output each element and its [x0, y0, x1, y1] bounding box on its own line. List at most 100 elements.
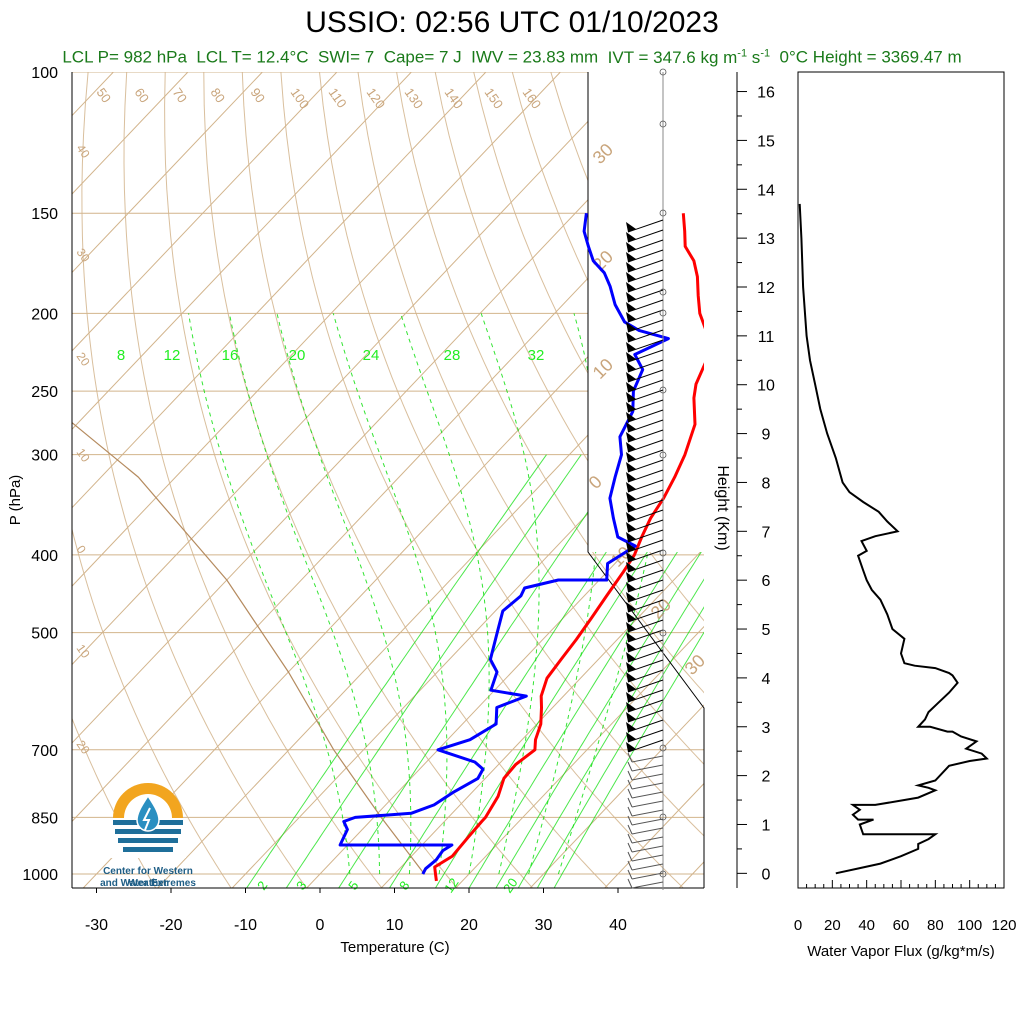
wind-barb	[626, 379, 664, 393]
wind-barb	[626, 359, 664, 373]
wind-barb	[626, 459, 664, 473]
dry-adiabat-line	[81, 72, 308, 888]
isotherm-line	[751, 72, 1024, 891]
dry-adiabat-label: 140	[442, 85, 467, 111]
x-axis-title: Temperature (C)	[340, 939, 449, 956]
temperature-line-label: 20	[74, 350, 93, 369]
mixing-ratio-label: 28	[444, 347, 461, 364]
isotherm-line	[72, 72, 487, 509]
height-tick-label: 7	[762, 524, 771, 541]
mixing-ratio-line	[536, 606, 704, 888]
mixing-ratio-line	[245, 454, 547, 888]
wind-barb	[626, 449, 664, 463]
height-tick-label: 8	[762, 475, 771, 492]
wind-barb	[626, 279, 664, 293]
dry-adiabat-label: 110	[326, 85, 350, 111]
isotherm-line	[529, 704, 704, 888]
x-tick-label: 30	[535, 917, 553, 934]
calm-wind-marker	[659, 68, 667, 76]
dry-adiabat-label: 120	[364, 85, 389, 111]
cape-value: Cape= 7 J	[383, 47, 462, 67]
swi-value: SWI= 7	[318, 47, 375, 67]
calm-wind-marker	[659, 549, 667, 557]
temperature-line-label: 10	[74, 446, 93, 465]
flux-tick-label: 40	[858, 917, 875, 934]
x-tick-label: -10	[234, 917, 257, 934]
wind-barb	[626, 389, 664, 403]
skew-t-profiles	[338, 213, 704, 882]
dewpoint-profile-line	[338, 213, 670, 875]
wind-barb	[626, 309, 664, 323]
wind-barb	[626, 729, 664, 743]
mixing-ratio-line	[285, 454, 582, 888]
y-tick-label: 150	[31, 206, 58, 223]
wind-barb	[626, 399, 664, 413]
calm-wind-marker	[659, 629, 667, 637]
moist-adiabat-line	[228, 313, 381, 874]
temperature-line-label: 40	[74, 142, 93, 161]
wind-barb	[627, 797, 664, 808]
wind-barb	[626, 429, 664, 443]
wind-barb	[626, 609, 664, 623]
x-tick-label: 20	[460, 917, 478, 934]
wind-barb	[626, 329, 664, 343]
dry-adiabat-line	[434, 72, 704, 622]
dry-adiabat-line	[319, 72, 704, 837]
wind-barb	[626, 469, 664, 483]
wind-barb	[626, 509, 664, 523]
isotherm-line	[72, 72, 561, 587]
wind-barb	[627, 878, 664, 889]
height-tick-label: 5	[762, 622, 771, 639]
wind-barb	[626, 629, 664, 643]
mixing-ratio-label: 20	[500, 875, 521, 895]
wind-barb	[626, 709, 664, 723]
wind-barb	[627, 815, 664, 826]
isotherm-line	[72, 72, 189, 195]
temperature-line-label: 30	[74, 246, 93, 265]
mixing-ratio-label: 12	[164, 347, 181, 364]
wind-barb	[627, 770, 664, 781]
calm-wind-marker	[659, 288, 667, 296]
temperature-line-label: 10	[74, 642, 93, 661]
mixing-ratio-line	[495, 546, 704, 888]
dry-adiabat-line	[705, 72, 1024, 891]
dry-adiabat-label: 150	[482, 85, 507, 111]
wind-barb	[626, 269, 664, 283]
mixing-ratio-label: 8	[396, 878, 412, 893]
wind-barb	[626, 369, 664, 383]
y-tick-label: 100	[31, 65, 58, 82]
wind-barb	[626, 639, 664, 653]
mixing-ratio-line	[338, 454, 628, 888]
isotherm-line	[82, 233, 704, 888]
wind-barb	[627, 833, 664, 844]
dry-adiabat-line	[164, 72, 458, 888]
mixing-ratio-label: 24	[363, 347, 380, 364]
isotherm-label: 30	[681, 651, 709, 679]
flux-tick-label: 0	[794, 917, 802, 934]
dry-adiabat-line	[280, 72, 684, 888]
dry-adiabat-line	[72, 527, 232, 888]
height-tick-label: 0	[762, 866, 771, 883]
isotherm-line	[72, 72, 263, 274]
dry-adiabat-line	[744, 72, 1024, 891]
y-tick-label: 200	[31, 306, 58, 323]
height-tick-label: 10	[757, 378, 775, 395]
wind-barb	[626, 339, 664, 353]
isotherm-line	[380, 547, 704, 888]
x-tick-label: -20	[159, 917, 182, 934]
dry-adiabat-label: 70	[170, 85, 191, 105]
calm-wind-marker	[659, 209, 667, 217]
calm-wind-marker	[659, 744, 667, 752]
logo-text-line2: and Water Extremes	[100, 878, 196, 889]
dry-adiabat-label: 60	[132, 85, 153, 105]
dry-adiabat-label: 50	[94, 85, 115, 105]
wind-barb	[627, 806, 664, 817]
parcel-adiabat-line	[72, 421, 425, 875]
mixing-ratio-label: 2	[254, 878, 270, 893]
height-axis-title: Height (Km)	[714, 465, 731, 550]
y-tick-label: 300	[31, 448, 58, 465]
isotherm-line	[157, 312, 704, 888]
wind-barb	[626, 489, 664, 503]
wind-barb	[626, 529, 664, 543]
